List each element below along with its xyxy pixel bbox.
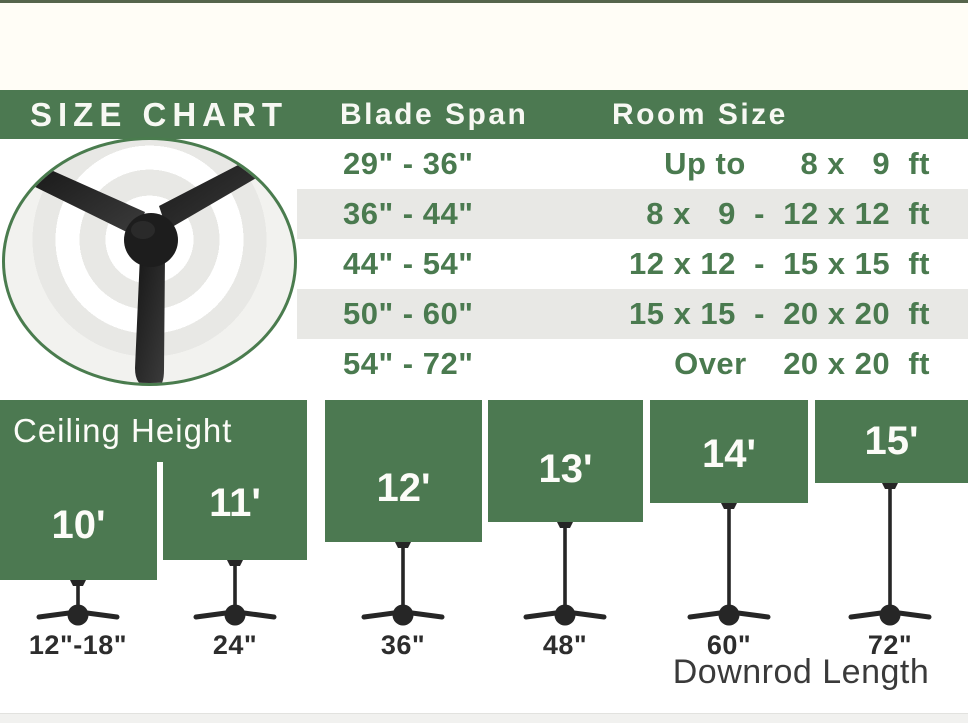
downrod-length-label: 72" <box>867 630 913 660</box>
column-header-room-size: Room Size <box>612 98 788 131</box>
ceiling-height-value: 10' <box>51 502 106 547</box>
header-bar: SIZE CHART Blade Span Room Size <box>0 90 968 139</box>
top-margin <box>0 3 968 90</box>
blade-span-value: 29" - 36" <box>343 146 474 181</box>
fan-on-downrod-icon <box>193 560 277 626</box>
downrod-axis-label: Downrod Length <box>672 653 930 691</box>
column-header-blade-span: Blade Span <box>340 98 529 131</box>
ceiling-fan-3-blade-icon <box>25 149 277 383</box>
table-row: 44" - 54" 12 x 12 - 15 x 15 ft <box>297 239 968 289</box>
table-row: 54" - 72" Over 20 x 20 ft <box>297 339 968 389</box>
fan-on-downrod-icon <box>848 483 932 626</box>
ceiling-height-banner: Ceiling Height <box>0 400 307 462</box>
ceiling-height-block-14ft: 14' <box>650 400 808 503</box>
table-row: 29" - 36" Up to 8 x 9 ft <box>297 139 968 189</box>
bottom-margin-strip <box>0 713 968 723</box>
room-size-value: Over 20 x 20 ft <box>674 346 930 381</box>
table-row: 50" - 60" 15 x 15 - 20 x 20 ft <box>297 289 968 339</box>
fan-on-downrod-icon <box>361 542 445 626</box>
blade-span-value: 36" - 44" <box>343 196 474 231</box>
ceiling-height-value: 15' <box>864 419 919 463</box>
blade-span-value: 54" - 72" <box>343 346 474 381</box>
size-table: 29" - 36" Up to 8 x 9 ft 36" - 44" 8 x 9… <box>297 139 968 390</box>
ceiling-height-value: 13' <box>538 446 593 491</box>
ceiling-height-value: 11' <box>209 480 261 525</box>
ceiling-height-block-12ft: 12' <box>325 400 482 542</box>
blade-span-value: 44" - 54" <box>343 246 474 281</box>
table-row: 36" - 44" 8 x 9 - 12 x 12 ft <box>297 189 968 239</box>
room-size-value: 8 x 9 - 12 x 12 ft <box>646 196 930 231</box>
blade-span-value: 50" - 60" <box>343 296 474 331</box>
ceiling-height-value: 14' <box>701 432 756 476</box>
ceiling-height-label: Ceiling Height <box>13 412 233 449</box>
ceiling-height-block-13ft: 13' <box>488 400 643 522</box>
downrod-length-label: 12"-18" <box>28 630 128 660</box>
fan-on-downrod-icon <box>687 503 771 626</box>
downrod-length-label: 24" <box>212 630 258 660</box>
room-size-value: 15 x 15 - 20 x 20 ft <box>628 296 930 331</box>
ceiling-fan-illustration <box>2 137 297 386</box>
room-size-value: 12 x 12 - 15 x 15 ft <box>628 246 930 281</box>
ceiling-height-block-15ft: 15' <box>815 400 968 483</box>
ceiling-height-value: 12' <box>376 465 431 510</box>
top-border-line <box>0 0 968 3</box>
downrod-length-label: 36" <box>380 630 426 660</box>
downrod-length-label: 60" <box>706 630 752 660</box>
page-title: SIZE CHART <box>30 96 288 133</box>
downrod-length-label: 48" <box>542 630 588 660</box>
room-size-value: Up to 8 x 9 ft <box>664 146 930 181</box>
fan-on-downrod-icon <box>36 580 120 626</box>
fan-on-downrod-icon <box>523 522 607 626</box>
